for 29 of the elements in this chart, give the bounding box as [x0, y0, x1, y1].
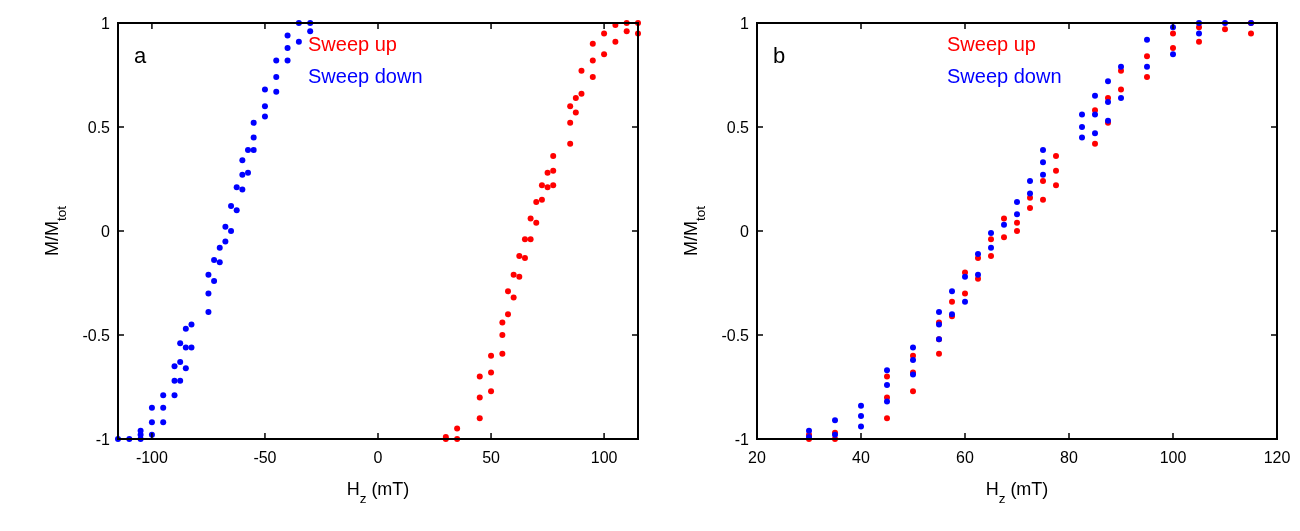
annotation: a — [134, 43, 147, 68]
x-tick-label: 0 — [373, 449, 383, 466]
y-tick-label: 1 — [740, 15, 750, 32]
text: Sweep up — [308, 33, 397, 55]
y-tick-label: -0.5 — [82, 327, 111, 344]
y-tick-label: 0 — [101, 223, 111, 240]
x-tick-label: 100 — [1159, 449, 1187, 466]
y-tick-label: 0.5 — [87, 119, 111, 136]
y-tick-label: 0 — [740, 223, 750, 240]
series-label: Sweep down — [308, 65, 423, 87]
y-tick-label: 0.5 — [726, 119, 750, 136]
x-tick-label: 60 — [956, 449, 974, 466]
text: Sweep up — [947, 33, 1036, 55]
x-tick-label: 50 — [482, 449, 501, 466]
y-tick-label: -1 — [95, 431, 111, 448]
x-tick-label: 80 — [1060, 449, 1078, 466]
x-tick-label: 20 — [748, 449, 766, 466]
y-tick-label: -0.5 — [721, 327, 750, 344]
x-tick-label: -100 — [135, 449, 169, 466]
x-axis-title: H$_{z}$ (mT) — [985, 479, 1049, 506]
x-tick-label: -50 — [253, 449, 277, 466]
x-tick-label: 120 — [1263, 449, 1291, 466]
y-tick-label: -1 — [734, 431, 750, 448]
annotation: b — [773, 43, 786, 68]
series-label: Sweep down — [947, 65, 1062, 87]
y-tick-label: 1 — [101, 15, 111, 32]
x-tick-label: 100 — [590, 449, 618, 466]
x-axis-title: H$_{z}$ (mT) — [346, 479, 410, 506]
x-tick-label: 40 — [852, 449, 870, 466]
